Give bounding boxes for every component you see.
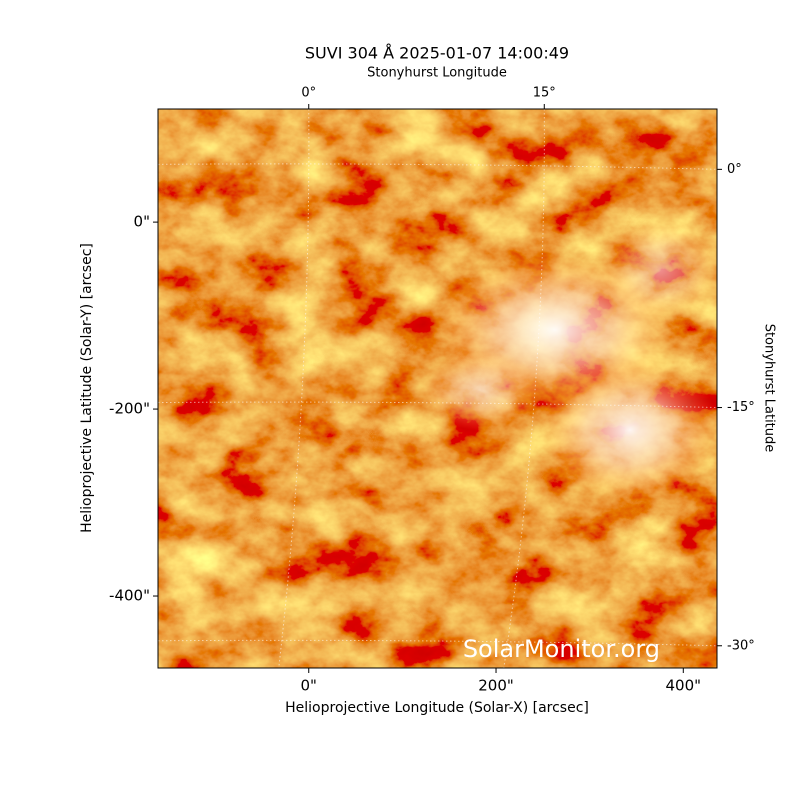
y-tick-label: -200" [109,400,150,418]
frame [157,108,718,669]
y2-label: Stonyhurst Latitude [762,324,777,453]
x2-label: Stonyhurst Longitude [367,66,507,81]
solar-image [158,109,717,668]
watermark: SolarMonitor.org [463,635,660,663]
x-tick-label: 400" [666,677,702,695]
y2-tick-label: 0° [727,162,742,177]
y2-tick-label: -30° [727,638,755,653]
y2-tick-label: -15° [727,400,755,415]
x2-tick-label: 15° [533,86,556,101]
x2-tick-label: 0° [301,86,316,101]
chart-title: SUVI 304 Å 2025-01-07 14:00:49 [305,44,569,63]
grid-line [157,401,718,409]
x-tick-label: 200" [478,677,514,695]
y-label: Helioprojective Latitude (Solar-Y) [arcs… [79,243,95,533]
x-label: Helioprojective Longitude (Solar-X) [arc… [285,700,589,716]
y-tick-label: 0" [134,213,150,231]
grid-line [157,639,718,647]
y-tick-label: -400" [109,587,150,605]
x-tick-label: 0" [301,677,317,695]
grid-line [157,163,718,170]
